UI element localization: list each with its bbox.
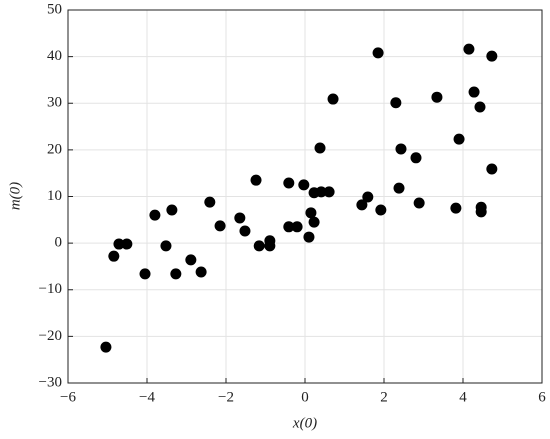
y-axis-label: m(0) (7, 182, 23, 210)
point (453, 133, 465, 145)
point (195, 266, 207, 278)
point (486, 163, 498, 175)
point (234, 212, 246, 224)
point (170, 268, 182, 280)
point (362, 191, 374, 203)
x-tick-label: −4 (139, 389, 155, 405)
point (108, 250, 120, 262)
x-tick-label: 6 (538, 389, 546, 405)
point (298, 179, 310, 191)
point (413, 197, 425, 209)
point (450, 202, 462, 214)
point (214, 220, 226, 232)
point (431, 91, 443, 103)
point (303, 231, 315, 243)
x-axis-label: x(0) (292, 415, 317, 431)
point (160, 240, 172, 252)
point (139, 268, 151, 280)
point (291, 221, 303, 233)
point (250, 174, 262, 186)
point (390, 97, 402, 109)
point (486, 50, 498, 62)
y-tick-label: 40 (47, 48, 62, 64)
point (149, 209, 161, 221)
y-tick-label: 20 (47, 141, 62, 157)
x-tick-label: 2 (380, 389, 388, 405)
point (283, 221, 295, 233)
point (356, 199, 368, 211)
point (395, 143, 407, 155)
point (393, 182, 405, 194)
point (308, 216, 320, 228)
point (323, 186, 335, 198)
x-tick-label: −6 (60, 389, 76, 405)
x-tick-label: 0 (301, 389, 309, 405)
y-tick-label: 30 (47, 95, 62, 111)
y-tick-label: −10 (39, 281, 62, 297)
point (121, 238, 133, 250)
y-tick-label: −20 (39, 328, 62, 344)
point (314, 142, 326, 154)
point (474, 101, 486, 113)
point (113, 238, 125, 250)
point (166, 204, 178, 216)
point (475, 206, 487, 218)
point (372, 47, 384, 59)
y-tick-label: 50 (47, 1, 62, 17)
point (327, 93, 339, 105)
point (253, 240, 265, 252)
point (185, 254, 197, 266)
point (410, 152, 422, 164)
y-tick-label: 0 (55, 235, 63, 251)
point (315, 186, 327, 198)
point (204, 196, 216, 208)
y-tick-label: 10 (47, 188, 62, 204)
point (375, 204, 387, 216)
point (283, 177, 295, 189)
point (239, 225, 251, 237)
y-tick-label: −30 (39, 374, 62, 390)
point (100, 341, 112, 353)
plot-frame (67, 9, 543, 384)
point (463, 43, 475, 55)
point (264, 240, 276, 252)
point (468, 86, 480, 98)
point (305, 207, 317, 219)
x-tick-label: −2 (218, 389, 234, 405)
x-tick-label: 4 (459, 389, 467, 405)
